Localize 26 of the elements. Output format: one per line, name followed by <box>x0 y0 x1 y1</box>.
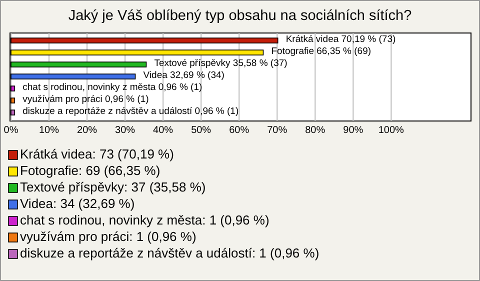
category-label: Videa 32,69 % (34) <box>143 70 224 82</box>
x-tick-label: 100% <box>378 125 404 136</box>
category-label: Krátká videa 70,19 % (73) <box>286 34 396 46</box>
chart-title: Jaký je Váš oblíbený typ obsahu na sociálních sítích? <box>68 8 412 24</box>
text: chat s rodinou, novinky z města: 1 (0,96 %) <box>20 212 270 228</box>
x-tick-label: 50% <box>191 125 212 136</box>
text: Videa: 34 (32,69 %) <box>20 196 135 211</box>
x-tick-label: 30% <box>115 125 136 136</box>
x-tick-label: 0% <box>4 125 18 136</box>
text: diskuze a reportáže z návštěv a událostí: 1 (0,96 %) <box>20 245 320 260</box>
text: využívám pro práci: 1 (0,96 %) <box>20 228 196 244</box>
category-label: diskuze a reportáže z návštěv a událostí 0,96 % (1) <box>22 106 239 118</box>
x-tick-label: 60% <box>229 125 250 136</box>
category-label: Textové příspěvky 35,58 % (37) <box>154 58 288 70</box>
x-tick-label: 70% <box>267 125 288 136</box>
category-label: využívám pro práci 0,96 % (1) <box>22 94 149 106</box>
text: Fotografie: 69 (66,35 %) <box>20 162 160 178</box>
text: Textové příspěvky: 37 (35,58 %) <box>20 179 206 194</box>
x-tick-label: 10% <box>39 125 60 136</box>
category-label: Fotografie 66,35 % (69) <box>271 46 372 58</box>
x-tick-label: 40% <box>153 125 174 136</box>
x-tick-label: 90% <box>343 125 364 136</box>
x-tick-label: 20% <box>77 125 98 136</box>
category-label: chat s rodinou, novinky z města 0,96 % (1) <box>22 82 202 94</box>
text: Krátká videa: 73 (70,19 %) <box>20 146 174 162</box>
x-tick-label: 80% <box>305 125 326 136</box>
